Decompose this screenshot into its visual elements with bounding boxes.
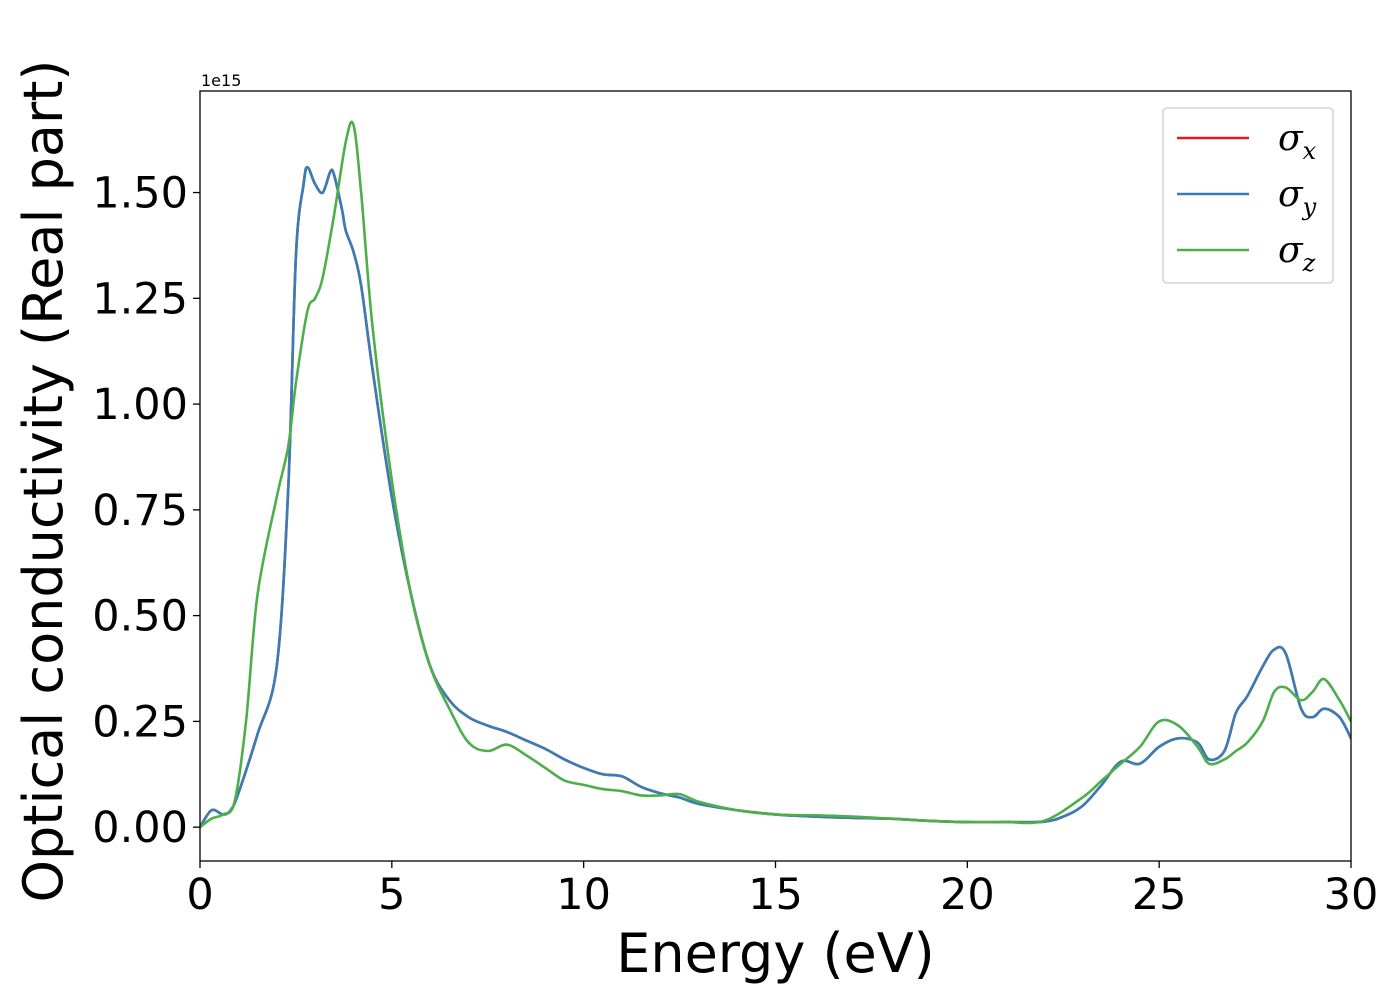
legend-label-sigma-x: σx xyxy=(1278,118,1317,165)
y-axis-ticks: 0.00 0.25 0.50 0.75 1.00 1.25 1.50 xyxy=(92,169,200,853)
y-tick-label: 1.50 xyxy=(92,169,188,219)
x-tick-label: 15 xyxy=(748,870,803,920)
series-line-sigma-y xyxy=(200,165,1351,829)
legend-label-sigma-z: σz xyxy=(1278,230,1316,277)
series-line-sigma-z xyxy=(200,120,1351,829)
x-tick-label: 5 xyxy=(378,870,405,920)
x-axis-label: Energy (eV) xyxy=(616,922,935,985)
y-tick-label: 0.75 xyxy=(92,486,188,536)
legend: σx σy σz xyxy=(1162,107,1334,284)
legend-label-sigma-y: σy xyxy=(1278,174,1317,221)
y-tick-label: 1.00 xyxy=(92,380,188,430)
y-tick-label: 1.25 xyxy=(92,274,188,324)
x-tick-label: 10 xyxy=(556,870,611,920)
x-tick-label: 0 xyxy=(186,870,213,920)
series-layer xyxy=(200,120,1351,829)
x-tick-label: 25 xyxy=(1132,870,1187,920)
y-tick-label: 0.25 xyxy=(92,697,188,747)
y-tick-label: 0.50 xyxy=(92,592,188,642)
y-tick-label: 0.00 xyxy=(92,803,188,853)
x-tick-label: 30 xyxy=(1324,870,1379,920)
x-tick-label: 20 xyxy=(940,870,995,920)
y-axis-label: Optical conductivity (Real part) xyxy=(12,60,75,903)
x-axis-ticks: 0 5 10 15 20 25 30 xyxy=(186,861,1378,920)
legend-box xyxy=(1162,107,1334,284)
y-axis-offset-text: 1e15 xyxy=(201,71,241,90)
